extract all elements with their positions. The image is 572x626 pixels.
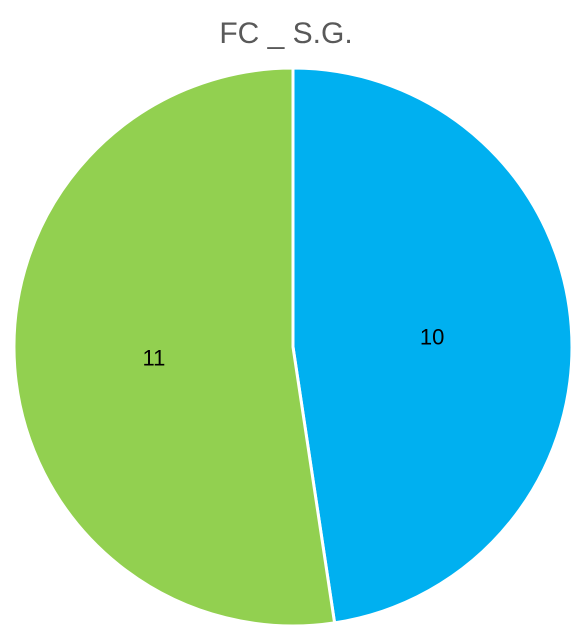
chart-title: FC _ S.G. (219, 17, 352, 50)
pie-slice-1 (12, 66, 337, 626)
pie-slice-label-0: 10 (420, 325, 444, 350)
pie-slice-0 (291, 66, 572, 625)
pie-slice-label-1: 11 (142, 345, 165, 370)
pie-slice-labels: 10 11 (142, 325, 444, 371)
pie-slices (12, 66, 572, 626)
